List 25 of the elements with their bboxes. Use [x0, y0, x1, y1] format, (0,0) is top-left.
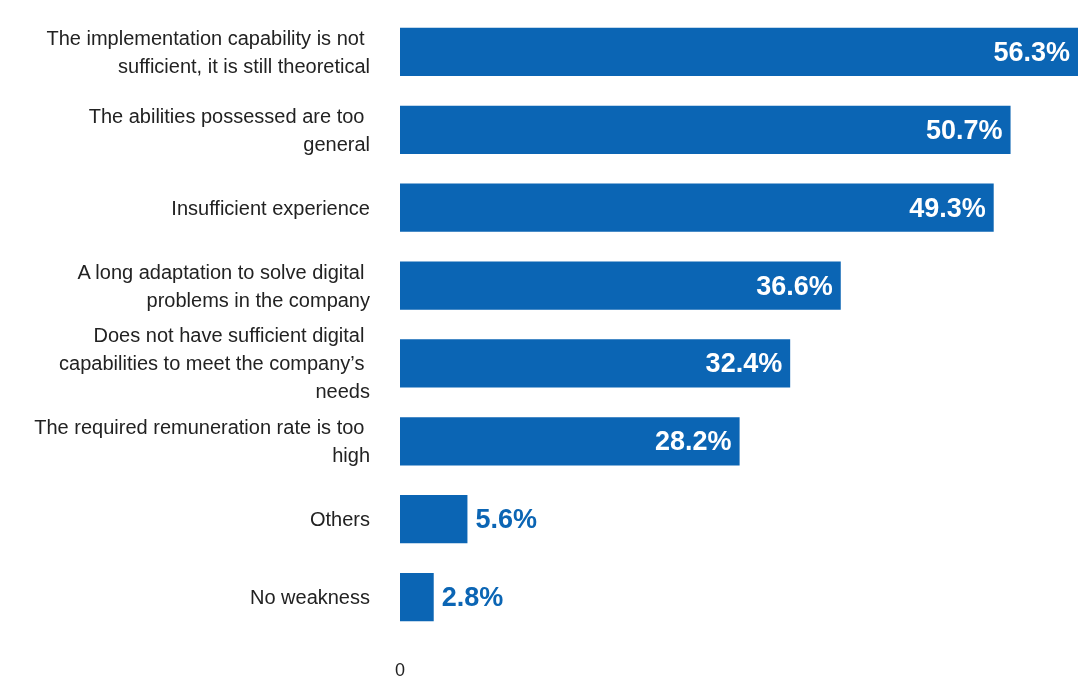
data-label: 36.6%: [756, 270, 833, 301]
bar: [400, 261, 841, 310]
data-label: 32.4%: [705, 348, 783, 379]
y-tick-label: No weakness: [249, 586, 370, 609]
bar: [400, 572, 434, 622]
y-tick-label: Others: [309, 508, 370, 531]
bar: [400, 417, 740, 466]
text: 0: [395, 660, 406, 680]
bar: [400, 105, 1011, 154]
bar: [400, 27, 1078, 77]
y-tick-label: A long adaptation to solve digital problems in the company: [77, 260, 370, 311]
bar: [400, 183, 994, 232]
data-label: 56.3%: [993, 36, 1070, 67]
data-label: 50.7%: [926, 114, 1003, 145]
y-tick-label: Does not have sufficient digital capabilities to meet the company’s needs: [59, 324, 370, 403]
y-tick-label: The implementation capability is not sufficient, it is still theoretical: [46, 26, 370, 77]
data-label: 5.6%: [475, 504, 537, 535]
data-label: 2.8%: [441, 582, 504, 613]
y-tick-label: The required remuneration rate is too high: [34, 416, 370, 467]
y-tick-label: The abilities possessed are too general: [88, 104, 370, 155]
y-tick-label: Insufficient experience: [171, 196, 370, 219]
data-label: 28.2%: [655, 426, 732, 457]
bar: [400, 339, 791, 388]
bar: [400, 495, 468, 544]
data-label: 49.3%: [909, 192, 986, 223]
